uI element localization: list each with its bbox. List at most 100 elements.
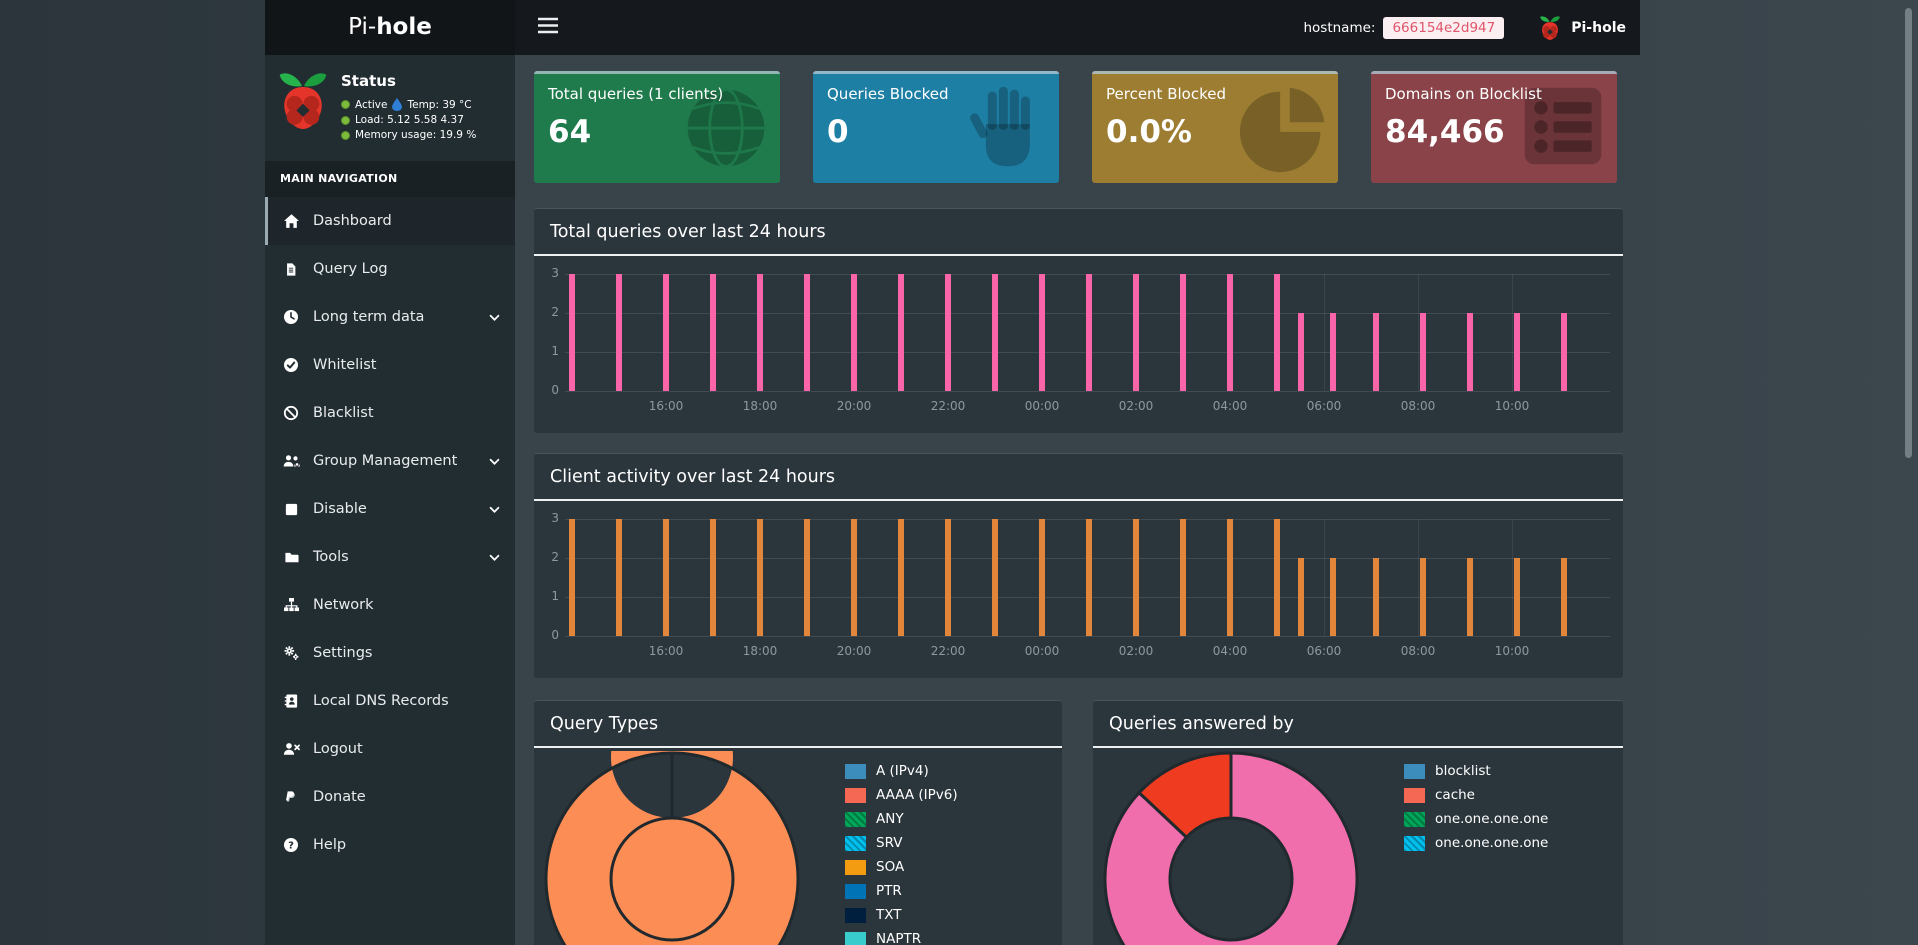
legend-item[interactable]: blocklist [1404, 763, 1548, 779]
legend-item[interactable]: cache [1404, 787, 1548, 803]
sidebar-item-local-dns-records[interactable]: Local DNS Records [265, 677, 515, 725]
pihole-app: Pi-hole hostname: 666154e2d947 Pi-hole S… [265, 0, 1640, 945]
legend-item[interactable]: SRV [845, 835, 958, 851]
sidebar-item-label: Whitelist [313, 357, 377, 373]
panel-title: Total queries over last 24 hours [534, 209, 1623, 256]
panel-queries-answered-by: Queries answered by blocklist cache one.… [1093, 700, 1623, 945]
hostname-label: hostname: [1303, 19, 1376, 36]
status-temp: Temp: 39 °C [407, 98, 472, 111]
legend-label: SRV [876, 835, 903, 851]
legend-item[interactable]: one.one.one.one [1404, 811, 1548, 827]
query-types-doughnut-chart [544, 751, 800, 945]
sidebar-item-whitelist[interactable]: Whitelist [265, 341, 515, 389]
svg-text:?: ? [288, 841, 294, 852]
legend-item[interactable]: A (IPv4) [845, 763, 958, 779]
sidebar-item-label: Logout [313, 741, 363, 757]
legend-item[interactable]: TXT [845, 907, 958, 923]
stat-card-percent-blocked[interactable]: Percent Blocked 0.0% [1092, 71, 1338, 183]
sidebar-item-disable[interactable]: Disable [265, 485, 515, 533]
card-title: Domains on Blocklist [1385, 85, 1542, 103]
status-ok-icon [341, 100, 350, 109]
brand-name[interactable]: Pi-hole [1571, 19, 1626, 36]
sidebar-item-label: Tools [313, 549, 349, 565]
legend-label: SOA [876, 859, 905, 875]
legend-swatch [845, 763, 866, 779]
sidebar-item-network[interactable]: Network [265, 581, 515, 629]
globe-icon [680, 82, 772, 178]
legend-swatch [845, 907, 866, 923]
sidebar-item-label: Blacklist [313, 405, 374, 421]
nav-section-header: MAIN NAVIGATION [265, 161, 515, 197]
main-content: Total queries (1 clients) 64 Queries Blo… [515, 55, 1640, 945]
legend-label: ANY [876, 811, 904, 827]
legend-swatch [845, 835, 866, 851]
paypal-icon [281, 789, 301, 805]
legend-label: blocklist [1435, 763, 1491, 779]
top-navbar: hostname: 666154e2d947 Pi-hole [515, 0, 1640, 55]
sidebar-item-label: Disable [313, 501, 367, 517]
brand-pi: Pi- [348, 14, 377, 40]
chevron-down-icon [489, 314, 500, 321]
stat-card-queries-blocked[interactable]: Queries Blocked 0 [813, 71, 1059, 183]
address-book-icon [281, 693, 301, 709]
chevron-down-icon [489, 554, 500, 561]
sidebar-item-query-log[interactable]: Query Log [265, 245, 515, 293]
hostname-badge: 666154e2d947 [1383, 16, 1505, 39]
stat-card-total-queries-1-clients[interactable]: Total queries (1 clients) 64 [534, 71, 780, 183]
legend-label: AAAA (IPv6) [876, 787, 958, 803]
legend-item[interactable]: NAPTR [845, 931, 958, 945]
temperature-droplet-icon [392, 98, 403, 111]
sidebar-item-dashboard[interactable]: Dashboard [265, 197, 515, 245]
sidebar-item-logout[interactable]: Logout [265, 725, 515, 773]
status-title: Status [341, 72, 396, 90]
gears-icon [281, 645, 301, 661]
legend-label: A (IPv4) [876, 763, 929, 779]
sidebar-item-label: Long term data [313, 309, 425, 325]
stat-card-domains-on-blocklist[interactable]: Domains on Blocklist 84,466 [1371, 71, 1617, 183]
vertical-scrollbar[interactable] [1905, 8, 1912, 458]
hamburger-menu-icon[interactable] [538, 17, 558, 38]
chevron-down-icon [489, 506, 500, 513]
sidebar-item-group-management[interactable]: Group Management [265, 437, 515, 485]
sitemap-icon [281, 597, 301, 613]
panel-title: Query Types [534, 701, 1062, 748]
raspberry-logo-icon [275, 70, 331, 161]
sidebar-item-label: Query Log [313, 261, 388, 277]
legend-item[interactable]: SOA [845, 859, 958, 875]
pie-chart-icon [1238, 82, 1330, 178]
sidebar-item-settings[interactable]: Settings [265, 629, 515, 677]
sidebar-item-long-term-data[interactable]: Long term data [265, 293, 515, 341]
user-logout-icon [281, 741, 301, 757]
legend-item[interactable]: AAAA (IPv6) [845, 787, 958, 803]
legend-item[interactable]: ANY [845, 811, 958, 827]
queries-answered-legend: blocklist cache one.one.one.one one.one.… [1404, 763, 1548, 859]
legend-swatch [845, 883, 866, 899]
app-logo[interactable]: Pi-hole [265, 0, 515, 55]
sidebar-item-blacklist[interactable]: Blacklist [265, 389, 515, 437]
card-value: 84,466 [1385, 114, 1505, 150]
sidebar-item-label: Network [313, 597, 374, 613]
stop-square-icon [281, 502, 301, 517]
card-value: 64 [548, 114, 592, 150]
users-icon [281, 453, 301, 469]
legend-item[interactable]: PTR [845, 883, 958, 899]
card-value: 0 [827, 114, 849, 150]
legend-label: NAPTR [876, 931, 922, 945]
card-title: Total queries (1 clients) [548, 85, 724, 103]
query-types-legend: A (IPv4) AAAA (IPv6) ANY SRV SOA PTR TXT… [845, 763, 958, 945]
client-activity-bar-chart: 0 1 2 3 16:00 18:00 20:00 22:00 00:00 02:00 04:00 0… [534, 454, 1623, 678]
sidebar: Status Active Temp: 39 °C Load: 5.12 5.58 … [265, 55, 515, 945]
raspberry-icon [1538, 15, 1562, 41]
question-circle-icon: ? [281, 837, 301, 853]
chevron-down-icon [489, 458, 500, 465]
legend-swatch [845, 931, 866, 945]
sidebar-item-label: Settings [313, 645, 373, 661]
sidebar-item-label: Local DNS Records [313, 693, 449, 709]
status-line: Load: 5.12 5.58 4.37 [341, 114, 476, 126]
legend-item[interactable]: one.one.one.one [1404, 835, 1548, 851]
sidebar-item-help[interactable]: ? Help [265, 821, 515, 869]
sidebar-item-tools[interactable]: Tools [265, 533, 515, 581]
panel-title: Client activity over last 24 hours [534, 454, 1623, 501]
hand-icon [959, 82, 1051, 178]
sidebar-item-donate[interactable]: Donate [265, 773, 515, 821]
